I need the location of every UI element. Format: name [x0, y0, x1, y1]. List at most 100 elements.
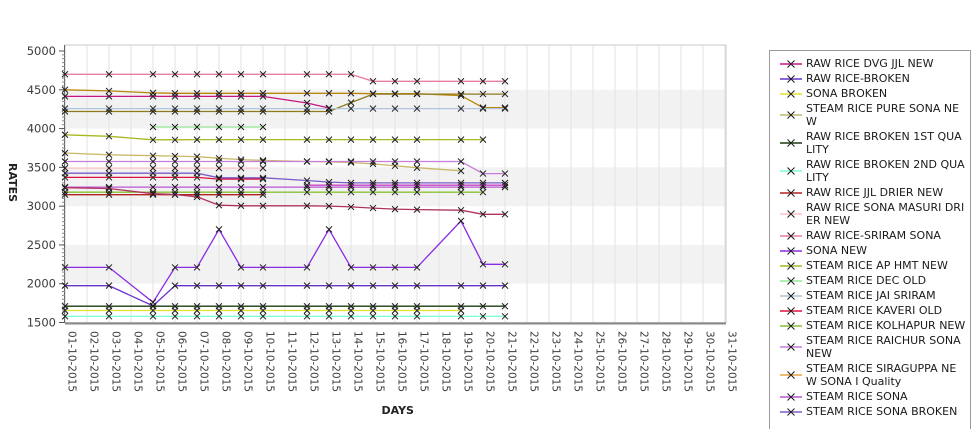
- x-tick-label: 06-10-2015: [176, 331, 188, 392]
- legend-item: STEAM RICE KOLHAPUR NEW: [776, 319, 968, 332]
- x-tick-label: 13-10-2015: [330, 331, 342, 392]
- y-tick-label: 5000: [27, 44, 56, 58]
- legend-line-x-icon: [776, 109, 806, 121]
- x-tick-label: 18-10-2015: [440, 331, 452, 392]
- legend-label: STEAM RICE JAI SRIRAM: [806, 289, 936, 302]
- y-tick-label: 4000: [27, 122, 56, 136]
- legend-item: STEAM RICE SONA: [776, 390, 968, 403]
- x-tick-label: 29-10-2015: [682, 331, 694, 392]
- legend-line-x-icon: [776, 305, 806, 317]
- legend-label: STEAM RICE KAVERI OLD: [806, 304, 943, 317]
- x-tick-label: 28-10-2015: [660, 331, 672, 392]
- legend-line-x-icon: [776, 290, 806, 302]
- x-tick-label: 04-10-2015: [132, 331, 144, 392]
- legend-label: STEAM RICE AP HMT NEW: [806, 259, 948, 272]
- series--legend-clipped-maroon-declining-series: [61, 184, 509, 218]
- legend-item: SONA BROKEN: [776, 87, 968, 100]
- series-steam-rice-kaveri-old: [61, 174, 267, 183]
- x-tick-label: 25-10-2015: [594, 331, 606, 392]
- y-axis-title: RATES: [6, 163, 19, 202]
- series-raw-rice-sona-masuri-drier-new: [61, 164, 267, 172]
- y-tick-label: 2500: [27, 238, 56, 252]
- series-steam-rice-raichur-sona-new: [61, 158, 509, 177]
- legend-line-x-icon: [776, 341, 806, 353]
- legend-item: STEAM RICE SONA BROKEN: [776, 405, 968, 418]
- series-steam-rice-dec-old: [149, 123, 267, 131]
- legend-item: STEAM RICE JAI SRIRAM: [776, 289, 968, 302]
- y-axis-ticks: 1500 2000 2500 3000 3500 4000 4500 5000: [27, 44, 65, 330]
- x-tick-label: 01-10-2015: [66, 331, 78, 392]
- legend-item: SONA NEW: [776, 244, 968, 257]
- legend-item: RAW RICE BROKEN 2ND QUALITY: [776, 158, 968, 184]
- series--legend-clipped-magenta-sona-series: [303, 181, 509, 189]
- legend-item: STEAM RICE DEC OLD: [776, 274, 968, 287]
- x-tick-label: 14-10-2015: [352, 331, 364, 392]
- legend-item: RAW RICE DVG JJL NEW: [776, 57, 968, 70]
- legend-line-x-icon: [776, 320, 806, 332]
- x-tick-label: 21-10-2015: [506, 331, 518, 392]
- legend-line-x-icon: [776, 187, 806, 199]
- series-raw-rice-dvg-jjl-new: [61, 93, 333, 112]
- legend-line-x-icon: [776, 275, 806, 287]
- x-tick-label: 08-10-2015: [220, 331, 232, 392]
- legend-line-x-icon: [776, 137, 806, 149]
- legend-label: STEAM RICE PURE SONA NEW: [806, 102, 960, 128]
- x-tick-label: 19-10-2015: [462, 331, 474, 392]
- x-tick-label: 11-10-2015: [286, 331, 298, 392]
- x-tick-label: 20-10-2015: [484, 331, 496, 392]
- legend-line-x-icon: [776, 260, 806, 272]
- legend-line-x-icon: [776, 369, 806, 381]
- legend-label: STEAM RICE SONA BROKEN: [806, 405, 958, 418]
- legend-label: RAW RICE BROKEN 1ST QUALITY: [806, 130, 962, 156]
- x-tick-label: 07-10-2015: [198, 331, 210, 392]
- legend-line-x-icon: [776, 88, 806, 100]
- x-tick-label: 27-10-2015: [638, 331, 650, 392]
- legend-label: STEAM RICE SONA: [806, 390, 908, 403]
- legend-item: STEAM RICE SIRAGUPPA NEW SONA I Quality: [776, 362, 968, 388]
- x-tick-label: 10-10-2015: [264, 331, 276, 392]
- legend-item: RAW RICE-BROKEN: [776, 72, 968, 85]
- x-tick-label: 03-10-2015: [110, 331, 122, 392]
- legend-line-x-icon: [776, 230, 806, 242]
- legend-label: STEAM RICE KOLHAPUR NEW: [806, 319, 966, 332]
- legend-label: RAW RICE JJL DRIER NEW: [806, 186, 944, 199]
- x-axis-ticks: 01-10-2015 02-10-2015 03-10-2015 04-10-2015…: [66, 331, 738, 392]
- series-sona-new: [61, 217, 509, 306]
- legend-item: RAW RICE-SRIRAM SONA: [776, 229, 968, 242]
- legend-label: STEAM RICE RAICHUR SONA NEW: [806, 334, 961, 360]
- legend-label: STEAM RICE SIRAGUPPA NEW SONA I Quality: [806, 362, 957, 388]
- chart-legend: RAW RICE DVG JJL NEW RAW RICE-BROKEN SONA …: [769, 50, 971, 429]
- legend-item: RAW RICE JJL DRIER NEW: [776, 186, 968, 199]
- x-tick-label: 26-10-2015: [616, 331, 628, 392]
- legend-line-x-icon: [776, 73, 806, 85]
- legend-line-x-icon: [776, 208, 806, 220]
- legend-label: RAW RICE SONA MASURI DRIER NEW: [806, 201, 965, 227]
- legend-label: RAW RICE BROKEN 2ND QUALITY: [806, 158, 965, 184]
- series-sona-broken: [61, 307, 465, 314]
- x-tick-label: 16-10-2015: [396, 331, 408, 392]
- x-tick-label: 31-10-2015: [726, 331, 738, 392]
- legend-label: SONA BROKEN: [806, 87, 888, 100]
- series-raw-rice-broken-2nd-quality: [61, 312, 509, 320]
- legend-label: RAW RICE-BROKEN: [806, 72, 910, 85]
- x-tick-label: 17-10-2015: [418, 331, 430, 392]
- legend-label: SONA NEW: [806, 244, 867, 257]
- y-tick-label: 3000: [27, 199, 56, 213]
- legend-line-x-icon: [776, 58, 806, 70]
- y-tick-label: 1500: [27, 316, 56, 330]
- legend-item: RAW RICE SONA MASURI DRIER NEW: [776, 201, 968, 227]
- x-tick-label: 23-10-2015: [550, 331, 562, 392]
- x-tick-label: 02-10-2015: [88, 331, 100, 392]
- legend-item: STEAM RICE PURE SONA NEW: [776, 102, 968, 128]
- legend-line-x-icon: [776, 245, 806, 257]
- x-tick-label: 09-10-2015: [242, 331, 254, 392]
- legend-line-x-icon: [776, 165, 806, 177]
- legend-label: RAW RICE-SRIRAM SONA: [806, 229, 941, 242]
- x-tick-label: 15-10-2015: [374, 331, 386, 392]
- y-tick-label: 4500: [27, 83, 56, 97]
- x-tick-label: 30-10-2015: [704, 331, 716, 392]
- series-raw-rice-sriram-sona: [61, 70, 509, 85]
- legend-item: RAW RICE BROKEN 1ST QUALITY: [776, 130, 968, 156]
